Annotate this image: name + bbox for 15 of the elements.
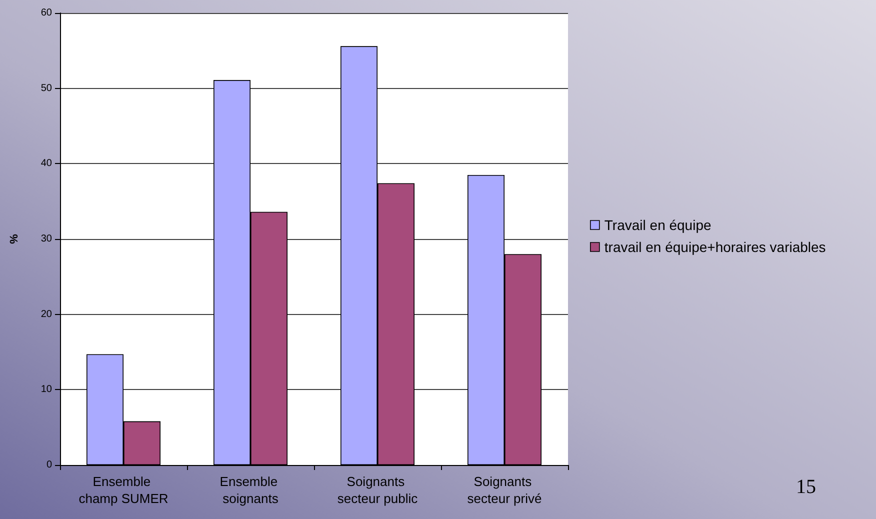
x-tick-label: Soignants secteur public	[337, 474, 418, 506]
x-tick-label: Soignants secteur privé	[467, 474, 542, 506]
y-tick-label: 20	[40, 308, 52, 320]
y-tick-label: 50	[40, 82, 52, 94]
y-tick-label: 0	[46, 460, 52, 470]
text: 15	[796, 476, 816, 499]
y-tick-label: 40	[40, 158, 52, 170]
y-tick-label: 60	[40, 8, 52, 18]
y-axis-title: %	[8, 234, 20, 244]
y-tick-label: 10	[40, 384, 52, 396]
y-tick-label: 30	[40, 234, 52, 244]
legend-label: Travail en équipe	[604, 217, 712, 233]
x-tick-label: Ensemble soignants	[220, 474, 282, 506]
x-tick-label: Ensemble champ SUMER	[78, 474, 168, 506]
legend-label: travail en équipe+horaires variables	[604, 239, 826, 255]
